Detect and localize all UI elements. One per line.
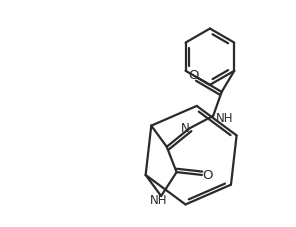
Text: NH: NH xyxy=(150,193,168,206)
Text: N: N xyxy=(181,122,189,135)
Text: NH: NH xyxy=(215,111,233,124)
Text: O: O xyxy=(188,69,199,82)
Text: O: O xyxy=(202,168,212,181)
